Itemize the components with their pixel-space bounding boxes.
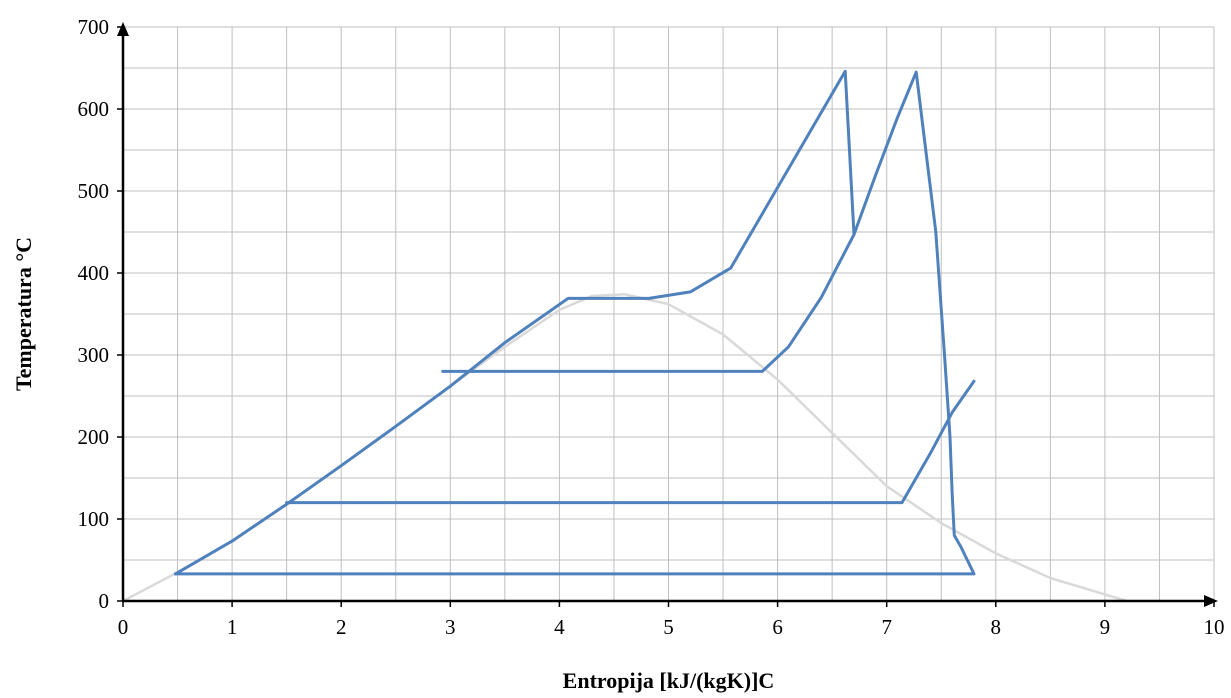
- x-axis-title: Entropija [kJ/(kgK)]C: [563, 668, 775, 693]
- y-tick-label: 500: [78, 179, 110, 203]
- y-tick-label: 0: [99, 589, 110, 613]
- x-tick-label: 7: [881, 615, 892, 639]
- cycle-line-3: [441, 233, 856, 373]
- y-tick-label: 700: [78, 15, 110, 39]
- x-axis-arrow: [1204, 595, 1218, 607]
- x-tick-label: 5: [663, 615, 674, 639]
- y-tick-label: 300: [78, 343, 110, 367]
- x-tick-label: 4: [554, 615, 565, 639]
- axes: [117, 22, 1218, 607]
- y-tick-label: 600: [78, 97, 110, 121]
- y-axis-arrow: [117, 22, 129, 36]
- x-tick-label: 1: [227, 615, 238, 639]
- y-tick-label: 200: [78, 425, 110, 449]
- x-tick-label: 10: [1204, 615, 1225, 639]
- x-tick-label: 2: [336, 615, 347, 639]
- cycle-line-4: [285, 379, 976, 505]
- x-tick-label: 0: [118, 615, 129, 639]
- x-tick-label: 9: [1100, 615, 1111, 639]
- x-tick-label: 8: [991, 615, 1002, 639]
- cycle-line-1: [173, 69, 856, 576]
- saturation-dome-line: [121, 293, 1128, 603]
- x-tick-label: 3: [445, 615, 456, 639]
- y-tick-label: 400: [78, 261, 110, 285]
- gridlines: [123, 26, 1215, 601]
- x-tick-label: 6: [772, 615, 783, 639]
- cycle-line-2: [173, 70, 976, 576]
- series-layer: [121, 69, 1128, 603]
- y-tick-label: 100: [78, 507, 110, 531]
- y-axis-title: Temperatura °C: [11, 237, 36, 391]
